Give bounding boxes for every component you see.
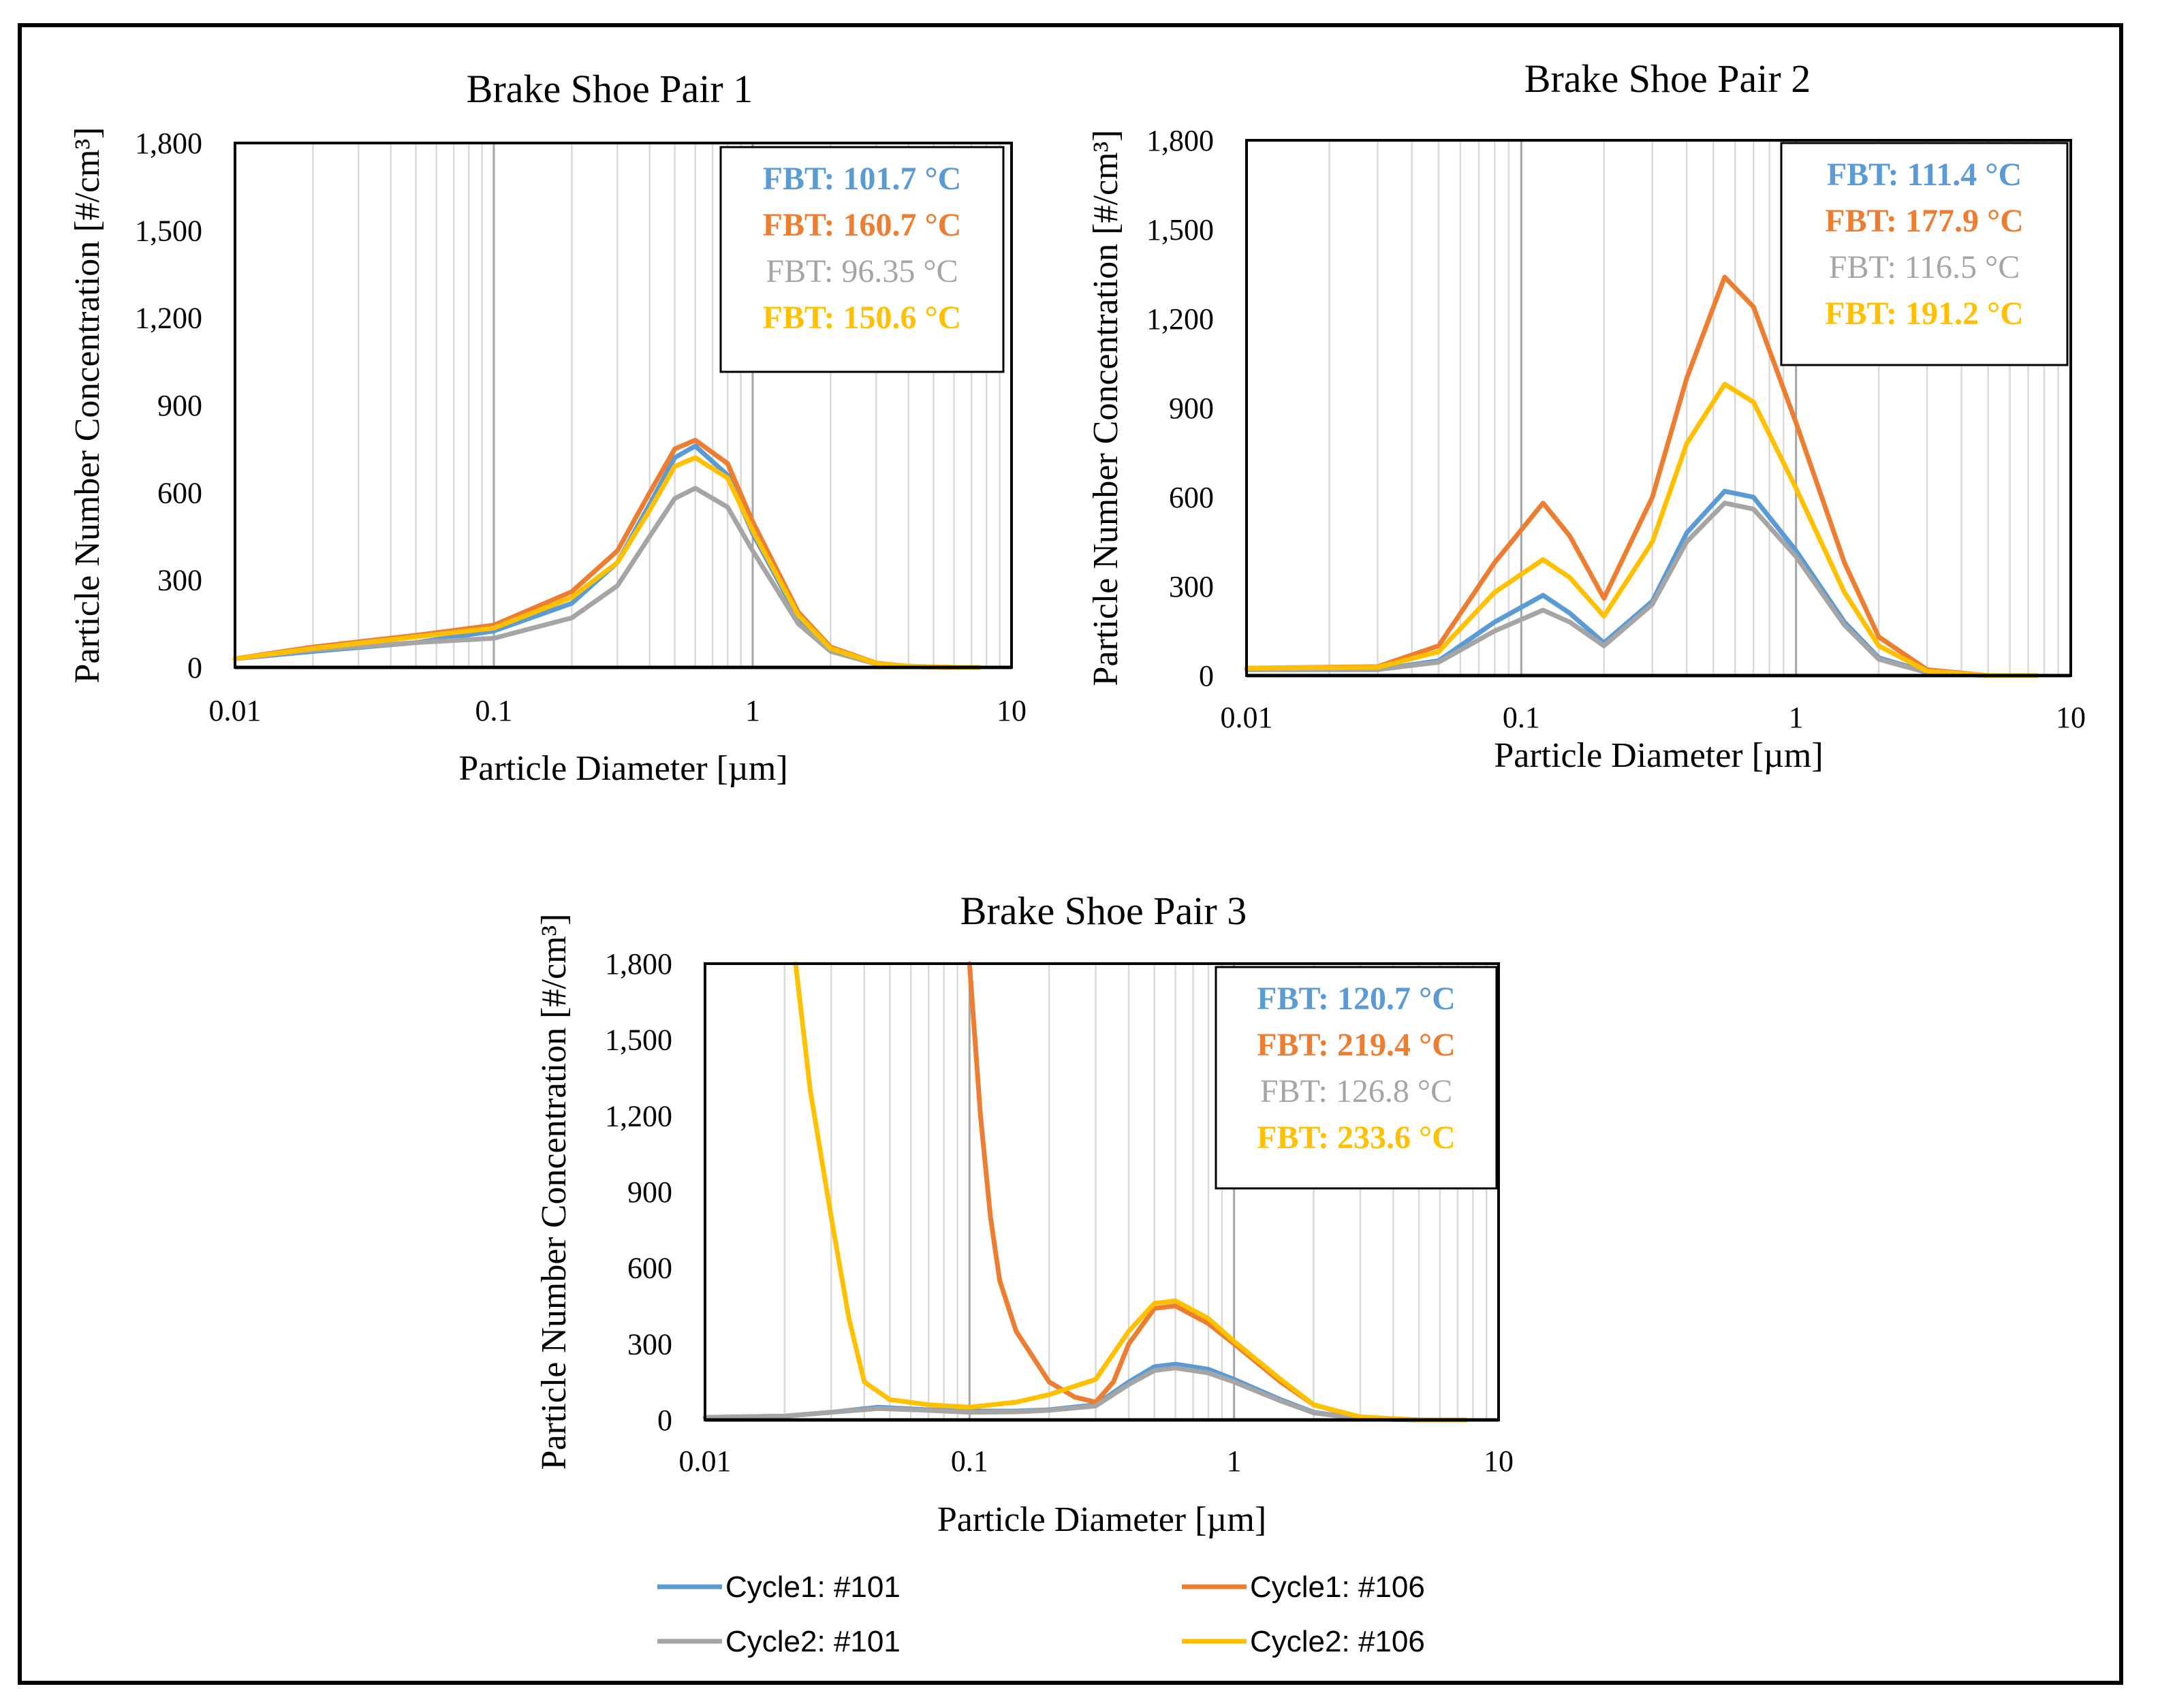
y-tick-label: 900	[157, 389, 202, 422]
x-axis-label: Particle Diameter [µm]	[458, 749, 787, 788]
fbt-annotation-box	[1780, 142, 2069, 366]
fbt-label: FBT: 177.9 °C	[1825, 203, 2024, 239]
legend-item: Cycle1: #101	[657, 1570, 901, 1604]
y-tick-label: 0	[187, 651, 202, 684]
series-line-cycle2-106	[793, 961, 1468, 1423]
legend-item: Cycle2: #106	[1182, 1625, 1425, 1658]
fbt-label: FBT: 120.7 °C	[1257, 981, 1456, 1017]
fbt-label: FBT: 101.7 °C	[763, 161, 962, 197]
legend-label: Cycle2: #106	[1250, 1625, 1425, 1658]
x-tick-label: 10	[1484, 1444, 1514, 1478]
y-axis-label: Particle Number Concentration [#/cm³]	[535, 914, 574, 1470]
y-tick-label: 1,500	[1146, 213, 1214, 247]
x-tick-label: 1	[1789, 701, 1804, 734]
fbt-label: FBT: 219.4 °C	[1257, 1027, 1456, 1063]
y-tick-label: 600	[157, 476, 202, 509]
chart-panel-2: Brake Shoe Pair 2 0 300 600 900 1,200 1,500 1,8…	[1086, 57, 2086, 775]
y-tick-label: 1,800	[135, 127, 202, 160]
chart-title: Brake Shoe Pair 2	[1524, 57, 1811, 101]
fbt-label: FBT: 150.6 °C	[763, 300, 962, 336]
x-tick-label: 0.1	[1503, 701, 1540, 734]
y-tick-label: 1,200	[135, 302, 202, 335]
y-tick-label: 0	[657, 1404, 672, 1437]
fbt-annotation-box	[719, 146, 1005, 373]
chart-panel-1: Brake Shoe Pair 1 0 300 600 900 1,200 1,500 1,8…	[68, 67, 1027, 788]
legend-label: Cycle2: #101	[725, 1625, 901, 1658]
fbt-label: FBT: 191.2 °C	[1825, 296, 2024, 332]
y-tick-label: 300	[1169, 570, 1214, 603]
x-tick-label: 0.01	[209, 694, 262, 727]
x-tick-label: 0.1	[951, 1444, 988, 1478]
chart-title: Brake Shoe Pair 1	[467, 67, 753, 111]
legend-label: Cycle1: #106	[1250, 1570, 1425, 1604]
fbt-label: FBT: 126.8 °C	[1260, 1073, 1452, 1109]
y-tick-label: 1,500	[605, 1024, 672, 1057]
y-tick-label: 900	[627, 1175, 672, 1209]
series-line-cycle2-101	[1244, 501, 2039, 678]
fbt-label: FBT: 96.35 °C	[766, 253, 958, 289]
y-tick-label: 900	[1169, 392, 1214, 425]
fbt-label: FBT: 111.4 °C	[1827, 157, 2022, 193]
y-tick-label: 600	[627, 1252, 672, 1285]
chart-title: Brake Shoe Pair 3	[960, 889, 1247, 933]
legend: Cycle1: #101 Cycle1: #106 Cycle2: #101 Cycl…	[657, 1570, 1425, 1658]
y-tick-label: 600	[1169, 481, 1214, 514]
series-line-cycle2-106	[232, 455, 982, 670]
y-tick-label: 1,500	[135, 214, 202, 247]
x-tick-label: 1	[745, 694, 760, 727]
y-tick-label: 1,200	[1146, 302, 1214, 336]
fbt-label: FBT: 233.6 °C	[1257, 1120, 1456, 1156]
x-tick-label: 10	[2056, 701, 2086, 734]
series-line-cycle1-106	[1244, 274, 2039, 678]
legend-item: Cycle2: #101	[657, 1625, 901, 1658]
fbt-label: FBT: 116.5 °C	[1829, 249, 2020, 285]
x-axis-label: Particle Diameter [µm]	[937, 1500, 1266, 1539]
fbt-annotation-box	[1215, 966, 1498, 1190]
x-axis-label: Particle Diameter [µm]	[1494, 736, 1823, 775]
legend-label: Cycle1: #101	[725, 1570, 901, 1604]
fbt-label: FBT: 160.7 °C	[763, 207, 962, 243]
y-axis-label: Particle Number Concentration [#/cm³]	[1086, 130, 1125, 686]
y-tick-label: 300	[157, 564, 202, 597]
y-tick-label: 300	[627, 1327, 672, 1361]
x-tick-label: 10	[997, 694, 1027, 727]
series-line-cycle2-101	[702, 1365, 1468, 1423]
x-tick-label: 0.01	[679, 1444, 732, 1478]
chart-panel-3: Brake Shoe Pair 3 0 300 600 900 1,200 1,500 1,8…	[535, 889, 1514, 1539]
y-axis-label: Particle Number Concentration [#/cm³]	[68, 127, 107, 684]
legend-item: Cycle1: #106	[1182, 1570, 1425, 1604]
x-tick-label: 0.01	[1221, 701, 1273, 734]
series-line-cycle2-106	[1244, 381, 2039, 678]
y-tick-label: 1,200	[605, 1099, 672, 1133]
y-tick-label: 0	[1199, 659, 1214, 693]
x-tick-label: 0.1	[475, 694, 513, 727]
y-tick-label: 1,800	[1146, 124, 1214, 157]
y-tick-label: 1,800	[605, 947, 672, 981]
figure-frame	[18, 23, 2123, 1685]
x-tick-label: 1	[1227, 1444, 1242, 1478]
